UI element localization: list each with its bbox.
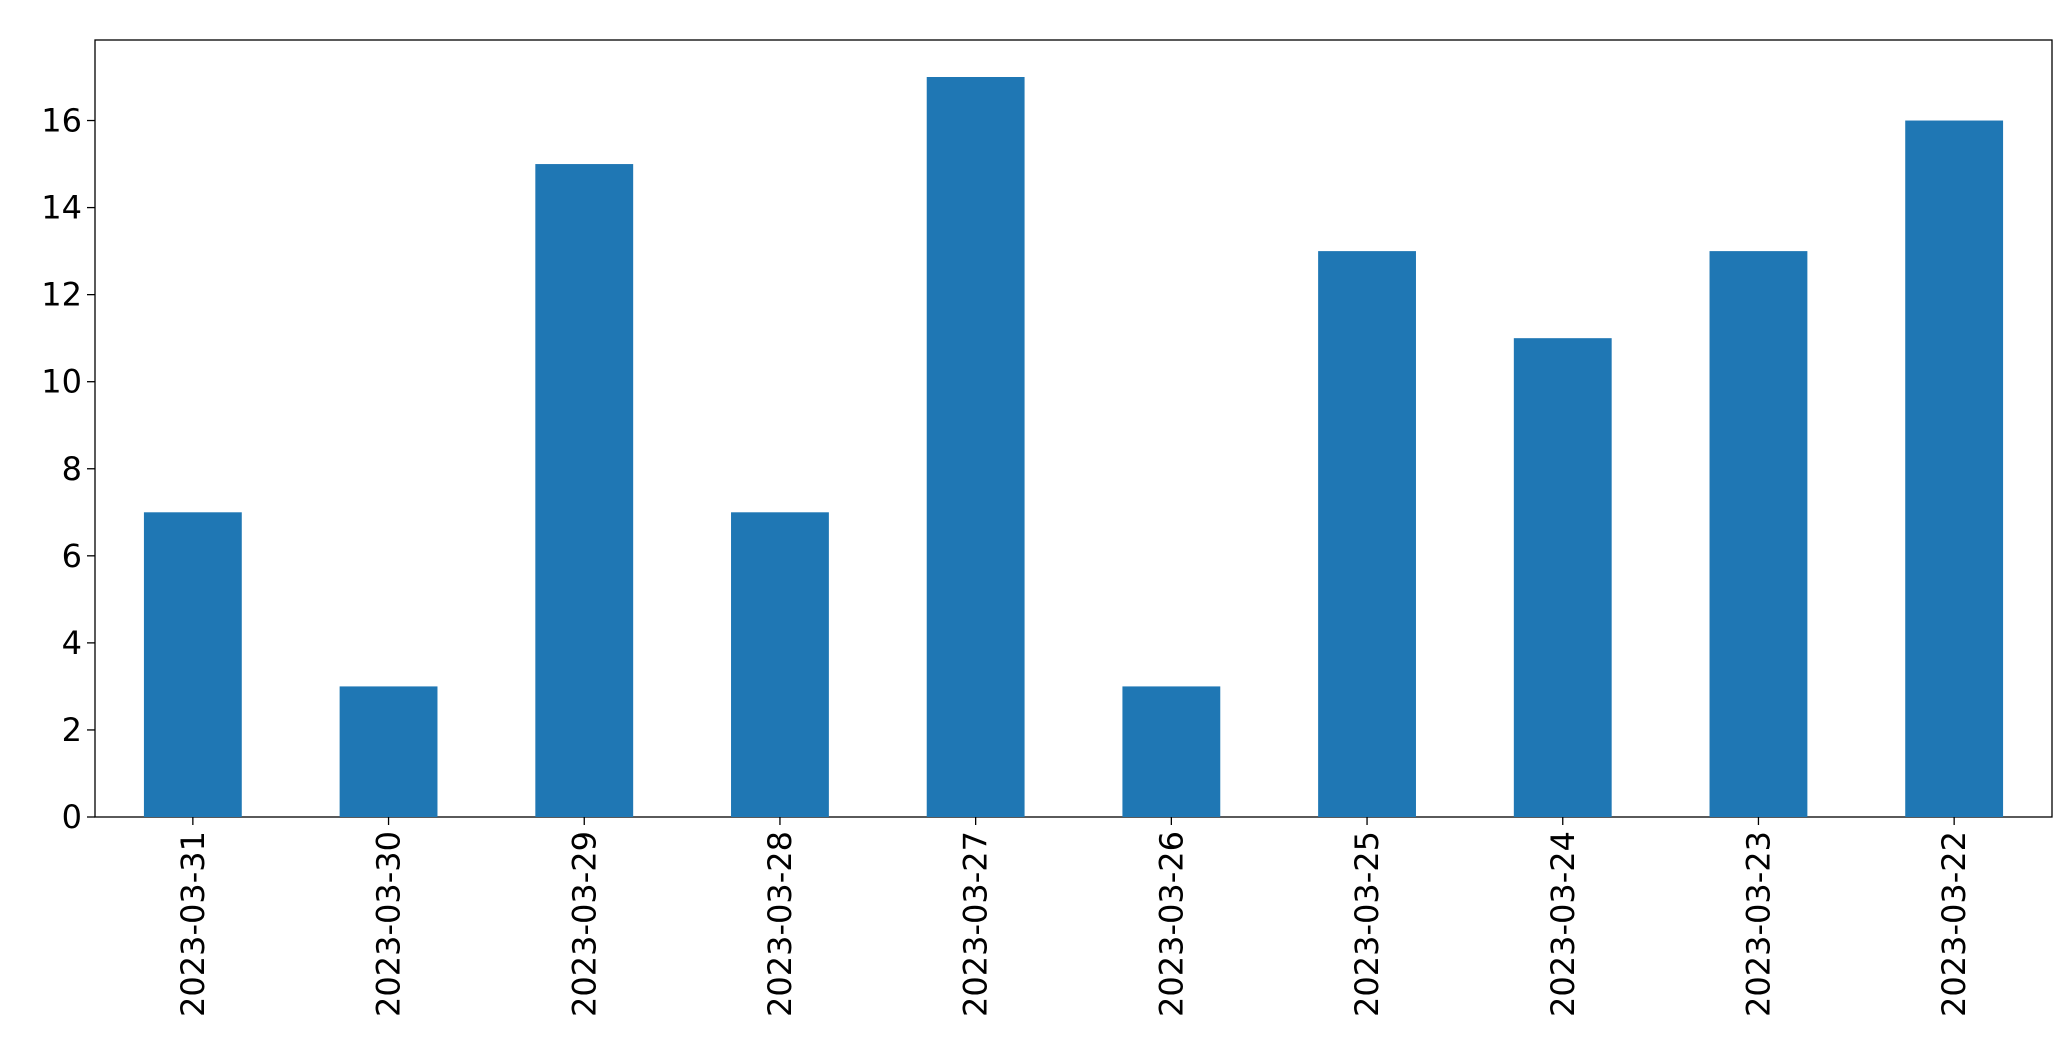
bar [535,164,634,817]
x-tick-label: 2023-03-26 [1152,831,1190,1017]
y-tick-label: 14 [41,189,82,227]
bar [1122,686,1221,817]
y-tick-label: 10 [41,363,82,401]
y-tick-label: 4 [62,624,82,662]
bar [1513,338,1612,817]
x-tick-label: 2023-03-30 [370,831,408,1017]
x-tick-label: 2023-03-29 [565,831,603,1017]
bar [1905,120,2004,817]
bar [1709,251,1808,817]
x-tick-label: 2023-03-23 [1739,831,1777,1017]
y-tick-label: 16 [41,102,82,140]
x-tick-label: 2023-03-25 [1348,831,1386,1017]
x-tick-label: 2023-03-22 [1935,831,1973,1017]
bar [143,512,242,817]
y-tick-label: 6 [62,537,82,575]
x-tick-label: 2023-03-28 [761,831,799,1017]
bar [1318,251,1416,817]
y-tick-label: 12 [41,276,82,314]
x-tick-label: 2023-03-31 [174,831,212,1017]
y-tick-label: 0 [62,798,82,836]
bar [339,686,438,817]
y-tick-label: 2 [62,711,82,749]
y-tick-label: 8 [62,450,82,488]
bar [926,77,1025,817]
axes-frame [94,39,2053,818]
bar [731,512,829,817]
x-tick-label: 2023-03-27 [957,831,995,1017]
x-tick-label: 2023-03-24 [1544,831,1582,1017]
